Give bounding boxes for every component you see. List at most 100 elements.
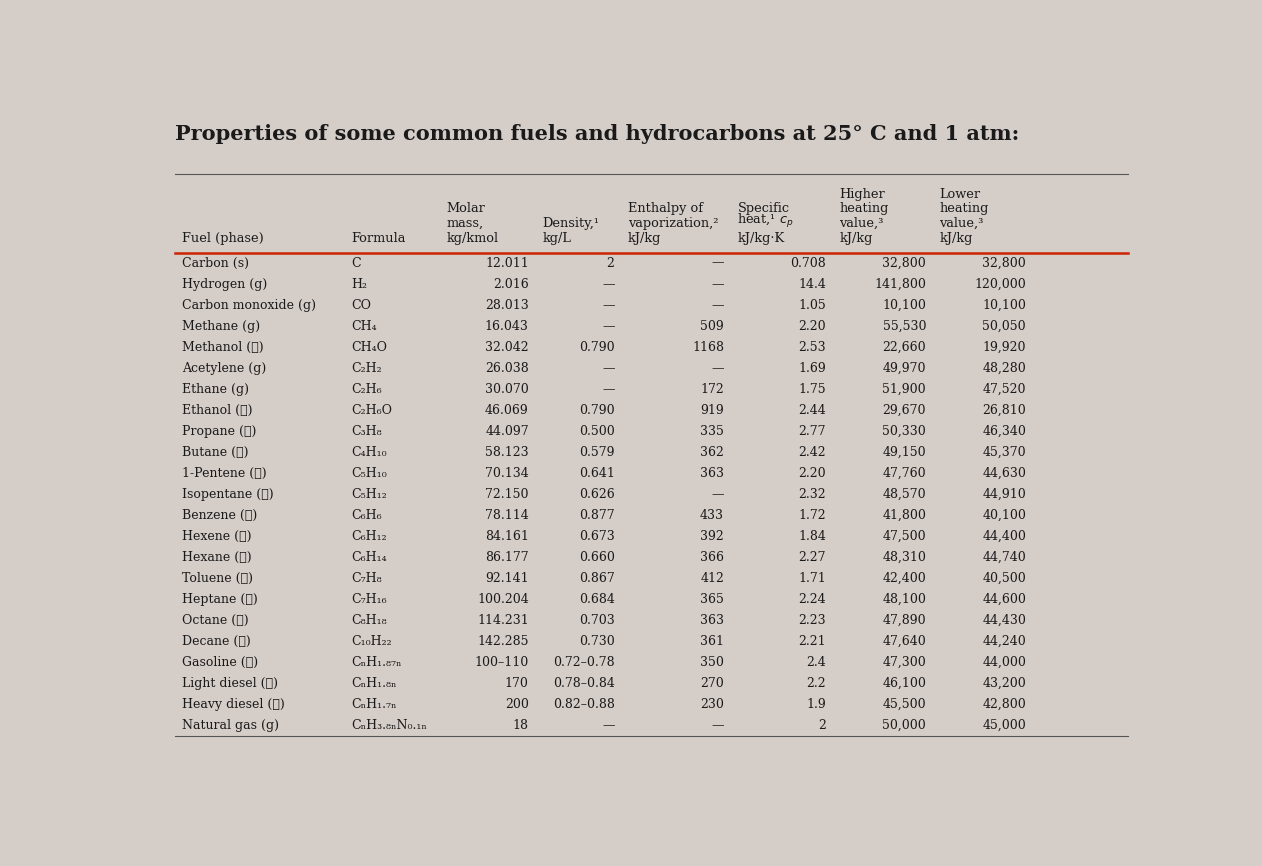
Text: 86.177: 86.177 bbox=[485, 551, 529, 564]
Text: Acetylene (g): Acetylene (g) bbox=[182, 362, 266, 375]
Text: CₙH₁.₈₇ₙ: CₙH₁.₈₇ₙ bbox=[352, 656, 403, 669]
Text: 142.285: 142.285 bbox=[477, 635, 529, 648]
Text: CₙH₁.₈ₙ: CₙH₁.₈ₙ bbox=[352, 676, 398, 689]
Text: 0.641: 0.641 bbox=[579, 467, 615, 480]
Text: Natural gas (g): Natural gas (g) bbox=[182, 719, 279, 732]
Text: Light diesel (ℓ): Light diesel (ℓ) bbox=[182, 676, 278, 689]
Text: 48,310: 48,310 bbox=[882, 551, 926, 564]
Text: —: — bbox=[602, 719, 615, 732]
Text: kg/L: kg/L bbox=[543, 231, 570, 244]
Text: 50,050: 50,050 bbox=[982, 320, 1026, 333]
Text: 0.684: 0.684 bbox=[579, 592, 615, 605]
Text: 30.070: 30.070 bbox=[485, 383, 529, 396]
Text: 55,530: 55,530 bbox=[882, 320, 926, 333]
Text: 350: 350 bbox=[700, 656, 724, 669]
Text: 26,810: 26,810 bbox=[982, 404, 1026, 417]
Text: 0.877: 0.877 bbox=[579, 508, 615, 521]
Text: 172: 172 bbox=[700, 383, 724, 396]
Text: C₇H₈: C₇H₈ bbox=[352, 572, 382, 585]
Text: Carbon (s): Carbon (s) bbox=[182, 256, 249, 269]
Text: Isopentane (ℓ): Isopentane (ℓ) bbox=[182, 488, 274, 501]
Text: —: — bbox=[712, 278, 724, 291]
Text: 78.114: 78.114 bbox=[485, 508, 529, 521]
Text: 2.20: 2.20 bbox=[799, 320, 827, 333]
Text: kJ/kg·K: kJ/kg·K bbox=[737, 231, 785, 244]
Text: CₙH₃.₈ₙN₀.₁ₙ: CₙH₃.₈ₙN₀.₁ₙ bbox=[352, 719, 428, 732]
Text: 392: 392 bbox=[700, 530, 724, 543]
Text: 141,800: 141,800 bbox=[875, 278, 926, 291]
Text: 2.77: 2.77 bbox=[799, 424, 827, 437]
Text: C₃H₈: C₃H₈ bbox=[352, 424, 382, 437]
Text: value,³: value,³ bbox=[839, 217, 883, 230]
Text: Methanol (ℓ): Methanol (ℓ) bbox=[182, 340, 264, 353]
Text: 365: 365 bbox=[700, 592, 724, 605]
Text: C₅H₁₀: C₅H₁₀ bbox=[352, 467, 387, 480]
Text: 18: 18 bbox=[512, 719, 529, 732]
Text: 44,430: 44,430 bbox=[982, 614, 1026, 627]
Text: 1.69: 1.69 bbox=[799, 362, 827, 375]
Text: heat,¹ $c_p$: heat,¹ $c_p$ bbox=[737, 212, 794, 230]
Text: Density,¹: Density,¹ bbox=[543, 217, 599, 230]
Text: 433: 433 bbox=[700, 508, 724, 521]
Text: 51,900: 51,900 bbox=[882, 383, 926, 396]
Text: 0.78–0.84: 0.78–0.84 bbox=[553, 676, 615, 689]
Text: 0.579: 0.579 bbox=[579, 446, 615, 459]
Text: C₇H₁₆: C₇H₁₆ bbox=[352, 592, 387, 605]
Text: Molar: Molar bbox=[447, 203, 486, 216]
Text: Hydrogen (g): Hydrogen (g) bbox=[182, 278, 268, 291]
Text: 22,660: 22,660 bbox=[882, 340, 926, 353]
Text: Heptane (ℓ): Heptane (ℓ) bbox=[182, 592, 257, 605]
Text: —: — bbox=[602, 362, 615, 375]
Text: 50,000: 50,000 bbox=[882, 719, 926, 732]
Text: C₆H₁₄: C₆H₁₄ bbox=[352, 551, 387, 564]
Text: 2.20: 2.20 bbox=[799, 467, 827, 480]
Text: CO: CO bbox=[352, 299, 371, 312]
Text: 58.123: 58.123 bbox=[485, 446, 529, 459]
Text: —: — bbox=[712, 719, 724, 732]
Text: 919: 919 bbox=[700, 404, 724, 417]
Text: 1.72: 1.72 bbox=[799, 508, 827, 521]
Text: 48,570: 48,570 bbox=[882, 488, 926, 501]
Text: C₆H₁₂: C₆H₁₂ bbox=[352, 530, 387, 543]
Text: C₆H₆: C₆H₆ bbox=[352, 508, 382, 521]
Text: 0.708: 0.708 bbox=[790, 256, 827, 269]
Text: 49,970: 49,970 bbox=[882, 362, 926, 375]
Text: 1.75: 1.75 bbox=[799, 383, 827, 396]
Text: Decane (ℓ): Decane (ℓ) bbox=[182, 635, 251, 648]
Text: 47,500: 47,500 bbox=[882, 530, 926, 543]
Text: 0.72–0.78: 0.72–0.78 bbox=[553, 656, 615, 669]
Text: 270: 270 bbox=[700, 676, 724, 689]
Text: Heavy diesel (ℓ): Heavy diesel (ℓ) bbox=[182, 698, 285, 711]
Text: 100.204: 100.204 bbox=[477, 592, 529, 605]
Text: C₅H₁₂: C₅H₁₂ bbox=[352, 488, 387, 501]
Text: 114.231: 114.231 bbox=[477, 614, 529, 627]
Text: 363: 363 bbox=[700, 467, 724, 480]
Text: 1.05: 1.05 bbox=[799, 299, 827, 312]
Text: Hexene (ℓ): Hexene (ℓ) bbox=[182, 530, 251, 543]
Text: 170: 170 bbox=[505, 676, 529, 689]
Text: 2.016: 2.016 bbox=[493, 278, 529, 291]
Text: 42,800: 42,800 bbox=[982, 698, 1026, 711]
Text: 84.161: 84.161 bbox=[485, 530, 529, 543]
Text: 100–110: 100–110 bbox=[475, 656, 529, 669]
Text: 366: 366 bbox=[700, 551, 724, 564]
Text: 0.703: 0.703 bbox=[579, 614, 615, 627]
Text: 47,890: 47,890 bbox=[882, 614, 926, 627]
Text: 0.673: 0.673 bbox=[579, 530, 615, 543]
Text: 2.44: 2.44 bbox=[799, 404, 827, 417]
Text: 43,200: 43,200 bbox=[982, 676, 1026, 689]
Text: —: — bbox=[602, 320, 615, 333]
Text: 48,100: 48,100 bbox=[882, 592, 926, 605]
Text: 44,240: 44,240 bbox=[982, 635, 1026, 648]
Text: 50,330: 50,330 bbox=[882, 424, 926, 437]
Text: 10,100: 10,100 bbox=[882, 299, 926, 312]
Text: Toluene (ℓ): Toluene (ℓ) bbox=[182, 572, 252, 585]
Text: 40,500: 40,500 bbox=[982, 572, 1026, 585]
Text: CH₄: CH₄ bbox=[352, 320, 377, 333]
Text: 40,100: 40,100 bbox=[982, 508, 1026, 521]
Text: C₂H₆: C₂H₆ bbox=[352, 383, 382, 396]
Text: 45,370: 45,370 bbox=[982, 446, 1026, 459]
Text: kJ/kg: kJ/kg bbox=[628, 231, 661, 244]
Text: 2.42: 2.42 bbox=[799, 446, 827, 459]
Text: 1-Pentene (ℓ): 1-Pentene (ℓ) bbox=[182, 467, 266, 480]
